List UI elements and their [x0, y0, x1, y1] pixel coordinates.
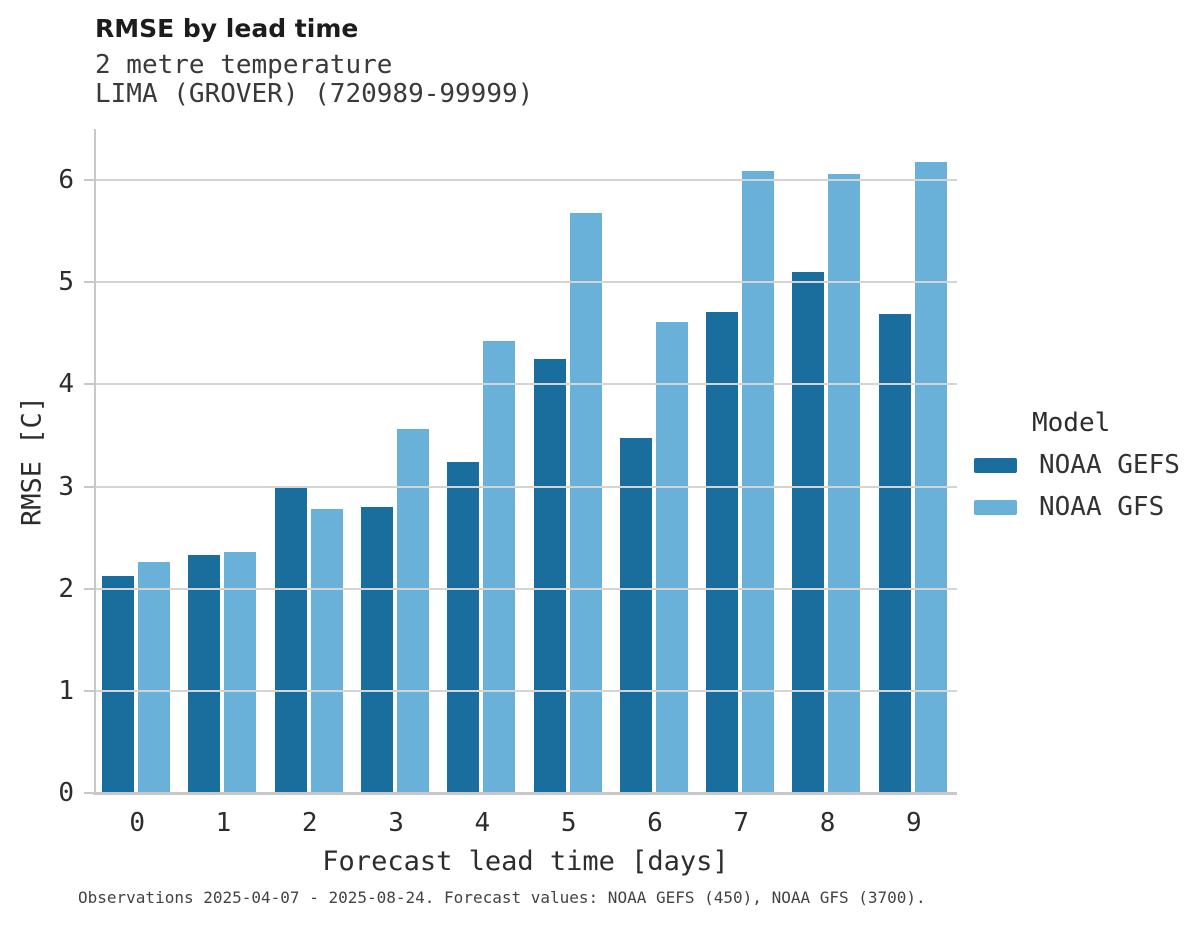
y-axis-title: RMSE [C] [16, 395, 48, 527]
bar-noaa-gfs-day-6 [655, 322, 688, 793]
x-tick-label: 6 [647, 808, 663, 838]
x-tick-label: 0 [129, 808, 145, 838]
bar-noaa-gfs-day-7 [742, 170, 775, 793]
y-tick [84, 281, 94, 284]
bar-noaa-gefs-day-4 [447, 462, 480, 793]
bar-noaa-gefs-day-5 [533, 358, 566, 793]
y-tick-label: 5 [58, 267, 74, 298]
bar-noaa-gefs-day-7 [706, 311, 739, 793]
bar-noaa-gfs-day-8 [828, 173, 861, 793]
y-tick [84, 587, 94, 590]
page-title: RMSE by lead time [95, 14, 359, 43]
bar-noaa-gefs-day-1 [188, 554, 221, 793]
x-tick-label: 9 [906, 808, 922, 838]
y-tick-label: 0 [58, 778, 74, 808]
y-tick [84, 179, 94, 182]
x-tick-label: 5 [560, 808, 577, 838]
bar-noaa-gefs-day-6 [619, 437, 652, 793]
bar-noaa-gfs-day-4 [483, 341, 516, 793]
legend: Model NOAA GEFS NOAA GFS [974, 408, 1180, 534]
y-tick-label: 2 [58, 573, 74, 604]
grid-line [96, 485, 957, 488]
bar-noaa-gefs-day-9 [878, 313, 911, 793]
chart-subtitle-variable: 2 metre temperature [95, 50, 393, 80]
y-tick [84, 383, 94, 386]
grid-line [96, 281, 957, 284]
y-tick [84, 792, 94, 794]
x-axis-line [93, 792, 957, 795]
grid-line [96, 383, 957, 386]
x-tick-label: 7 [733, 808, 750, 838]
bar-noaa-gfs-day-0 [138, 562, 170, 793]
footer-note: Observations 2025-04-07 - 2025-08-24. Fo… [78, 888, 926, 907]
legend-swatch-noaa-gefs [974, 457, 1017, 473]
bar-noaa-gefs-day-2 [274, 486, 307, 793]
bar-noaa-gfs-day-3 [396, 429, 429, 793]
bar-noaa-gefs-day-3 [360, 506, 393, 793]
grid-line [96, 179, 957, 182]
bar-noaa-gefs-day-8 [792, 272, 825, 793]
y-tick [84, 689, 94, 692]
bar-noaa-gfs-day-2 [310, 509, 343, 793]
y-tick-label: 3 [58, 471, 74, 502]
grid-line [96, 689, 957, 692]
legend-swatch-noaa-gfs [974, 499, 1017, 515]
bar-noaa-gfs-day-9 [914, 161, 947, 793]
legend-item-label: NOAA GEFS [1039, 450, 1180, 480]
x-tick-label: 8 [819, 808, 836, 838]
chart-subtitle-station: LIMA (GROVER) (720989-99999) [95, 79, 534, 109]
x-tick-label: 3 [388, 808, 404, 838]
grid-line [96, 587, 957, 590]
y-tick [84, 485, 94, 488]
y-tick-label: 4 [58, 369, 74, 400]
bar-noaa-gefs-day-0 [102, 576, 134, 793]
bar-noaa-gfs-day-5 [569, 212, 602, 793]
x-tick-label: 1 [215, 808, 232, 838]
legend-item-noaa-gfs: NOAA GFS [974, 492, 1180, 522]
y-tick-label: 1 [58, 675, 74, 706]
x-axis-title: Forecast lead time [days] [322, 846, 729, 877]
legend-item-label: NOAA GFS [1039, 492, 1165, 522]
plot-area: 9 8 7 6 5 4 3 2 1 0 6 5 4 3 2 1 0 Forecast lead time [da… [17, 129, 957, 877]
y-axis-line [94, 129, 96, 793]
x-tick-label: 2 [301, 808, 318, 838]
y-tick-label: 6 [58, 165, 74, 196]
bar-noaa-gfs-day-1 [224, 551, 257, 793]
legend-title: Model [1032, 408, 1111, 438]
x-tick-label: 4 [474, 808, 491, 838]
legend-item-noaa-gefs: NOAA GEFS [974, 450, 1180, 480]
